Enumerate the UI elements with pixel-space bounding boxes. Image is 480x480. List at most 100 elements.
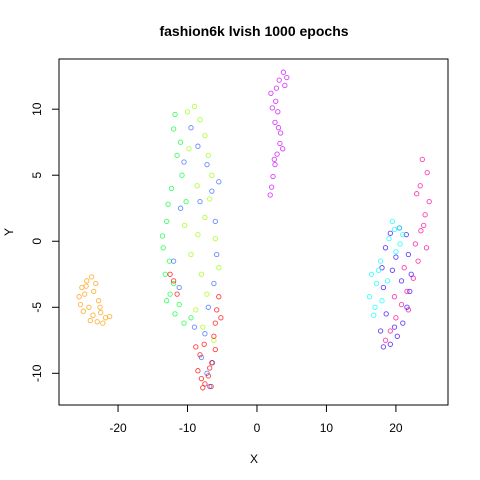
data-point [404, 304, 410, 310]
data-point [414, 191, 420, 197]
data-point [277, 140, 283, 147]
data-point [397, 241, 403, 247]
data-point [198, 375, 205, 382]
chart-title: fashion6k lvish 1000 epochs [159, 23, 348, 39]
data-point [170, 278, 177, 284]
data-point [391, 226, 398, 233]
y-axis-label: Y [2, 228, 16, 236]
data-point [194, 183, 200, 189]
data-point [195, 231, 201, 238]
data-point [212, 320, 218, 326]
x-tick-label: 10 [320, 421, 334, 435]
data-point [200, 324, 206, 330]
data-point [419, 156, 425, 163]
data-point [398, 278, 405, 284]
data-point [84, 278, 90, 284]
data-point [93, 280, 99, 287]
data-point [393, 254, 399, 260]
data-point [391, 324, 398, 330]
data-point [162, 271, 168, 277]
data-point [405, 251, 412, 258]
data-point [193, 344, 199, 350]
data-point [91, 288, 97, 295]
data-point [177, 205, 184, 211]
y-axis: -10 -5 0 5 10 [30, 102, 60, 382]
data-point [177, 139, 184, 145]
data-point [368, 271, 375, 277]
data-point [76, 294, 82, 300]
data-point [170, 280, 177, 287]
data-point [393, 315, 399, 321]
data-point [393, 249, 399, 255]
data-point [277, 130, 284, 136]
data-point [170, 258, 177, 264]
data-point [377, 258, 384, 264]
data-point [204, 161, 210, 168]
data-point [95, 298, 102, 304]
data-point [159, 233, 166, 239]
data-point [211, 280, 217, 287]
y-tick-label: 10 [30, 102, 44, 116]
data-point [80, 308, 86, 314]
data-point [182, 222, 188, 229]
data-point [181, 159, 187, 165]
data-point [90, 312, 96, 318]
data-point [167, 271, 173, 277]
data-point [379, 298, 385, 304]
data-point [424, 169, 430, 176]
data-point [387, 230, 393, 236]
data-point [423, 245, 430, 251]
data-point [214, 307, 220, 313]
data-point [212, 218, 218, 225]
data-point [164, 218, 170, 225]
data-point [212, 346, 218, 353]
data-point [200, 385, 206, 391]
x-tick-label: -20 [109, 421, 127, 435]
data-point [280, 146, 286, 152]
data-point [98, 309, 104, 316]
data-point [168, 185, 175, 192]
x-axis-label: X [250, 452, 258, 466]
data-point [100, 320, 106, 326]
data-point [401, 265, 407, 271]
data-point [272, 119, 278, 126]
x-tick-label: 20 [389, 421, 403, 435]
data-point [387, 341, 393, 347]
data-point [170, 126, 177, 132]
plot-frame [58, 58, 449, 406]
y-tick-label: -5 [30, 302, 44, 313]
data-point [83, 283, 89, 289]
data-point [377, 328, 384, 334]
points-layer [76, 69, 432, 391]
data-point [371, 312, 377, 318]
data-point [207, 365, 213, 371]
data-point [218, 315, 224, 321]
data-point [273, 85, 280, 91]
data-point [79, 284, 85, 291]
data-point [167, 291, 173, 297]
data-point [202, 214, 208, 221]
data-point [366, 294, 373, 300]
data-point [284, 74, 290, 81]
data-point [386, 235, 392, 242]
data-point [94, 319, 100, 325]
data-point [403, 231, 409, 238]
x-tick-label: -10 [179, 421, 197, 435]
data-point [398, 301, 405, 308]
data-point [160, 245, 166, 251]
data-point [179, 172, 185, 178]
data-point [410, 275, 416, 281]
data-point [181, 320, 187, 326]
data-point [191, 324, 198, 330]
data-point [87, 317, 93, 324]
data-point [205, 304, 211, 310]
data-point [195, 368, 201, 374]
data-point [280, 69, 287, 75]
data-point [389, 218, 396, 225]
data-point [216, 265, 222, 271]
data-point [174, 152, 180, 159]
data-point [184, 109, 191, 115]
data-point [408, 271, 414, 277]
data-point [195, 143, 201, 149]
